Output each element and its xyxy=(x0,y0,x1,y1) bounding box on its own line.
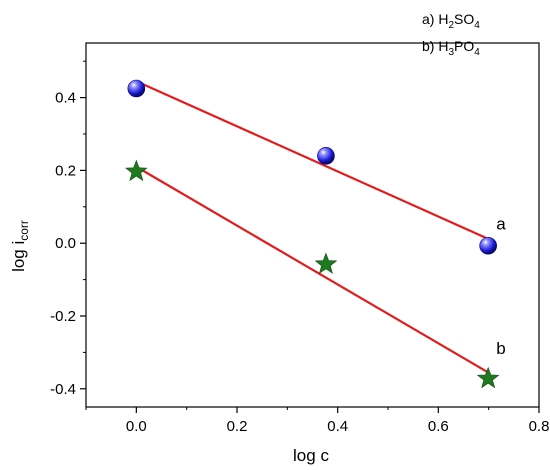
fit-line-b xyxy=(135,165,489,374)
annotation-a: a xyxy=(496,214,506,233)
plot-frame-border xyxy=(85,42,540,408)
y-tick-label: -0.4 xyxy=(50,381,76,398)
y-tick-label: 0.2 xyxy=(55,162,76,179)
y-axis-label-sub: corr xyxy=(17,220,31,241)
point-a xyxy=(317,147,335,165)
legend-b-prefix: b) H xyxy=(422,38,448,54)
point-a xyxy=(479,236,497,255)
legend: a) H2SO4 b) H3PO4 xyxy=(422,11,480,58)
legend-b-sub2: 4 xyxy=(474,47,480,58)
x-tick-label: 0.0 xyxy=(126,418,147,435)
y-tick-label: -0.2 xyxy=(50,308,76,325)
y-tick-label: 0.0 xyxy=(55,235,76,252)
y-tick-label: 0.4 xyxy=(55,90,76,107)
data-points xyxy=(125,79,500,389)
fit-line-a xyxy=(135,80,489,240)
legend-entry-b: b) H3PO4 xyxy=(422,38,480,58)
x-axis-label: log c xyxy=(293,446,329,465)
x-tick-label: 0.4 xyxy=(327,418,348,435)
annotation-b: b xyxy=(496,339,505,358)
legend-a-sub1: 2 xyxy=(448,20,454,31)
point-a xyxy=(127,79,146,98)
legend-b-mid: PO xyxy=(454,38,474,54)
y-axis-label-group: log icorr xyxy=(9,220,31,272)
y-axis-label: log icorr xyxy=(9,220,31,272)
legend-a-prefix: a) H xyxy=(422,11,448,27)
x-tick-label: 0.6 xyxy=(428,418,449,435)
axis-ticks: 0.0 0.2 0.4 0.6 0.8 -0.4 -0.2 0.0 0.2 0.4 xyxy=(50,60,550,435)
legend-b-sub1: 3 xyxy=(448,47,454,58)
x-tick-label: 0.2 xyxy=(227,418,248,435)
plot-area xyxy=(85,42,540,408)
point-b xyxy=(125,159,148,182)
x-tick-label: 0.8 xyxy=(529,418,550,435)
legend-a-mid: SO xyxy=(454,11,474,27)
point-b xyxy=(476,366,500,389)
legend-entry-a: a) H2SO4 xyxy=(422,11,480,31)
legend-a-sub2: 4 xyxy=(474,20,480,31)
point-b xyxy=(314,252,338,274)
fit-lines xyxy=(135,80,489,374)
y-axis-label-main: log i xyxy=(9,241,28,272)
